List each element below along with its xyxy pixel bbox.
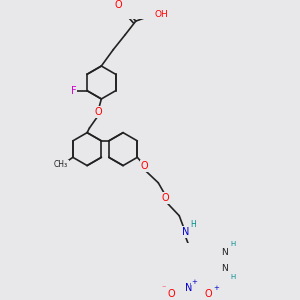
Text: N: N (221, 264, 228, 273)
Text: CH₃: CH₃ (54, 160, 68, 169)
Text: H: H (231, 274, 236, 280)
Text: +: + (191, 279, 197, 285)
Text: O: O (115, 0, 122, 11)
Text: H: H (231, 241, 236, 247)
Text: O: O (141, 161, 148, 171)
Text: O: O (167, 289, 175, 298)
Text: H: H (190, 220, 196, 229)
Text: N: N (221, 248, 228, 257)
Text: +: + (213, 285, 219, 291)
Text: O: O (94, 107, 102, 117)
Text: O: O (205, 289, 212, 298)
Text: OH: OH (154, 10, 168, 19)
Text: N: N (185, 283, 193, 292)
Text: F: F (71, 86, 76, 96)
Text: ⁻: ⁻ (161, 283, 166, 292)
Text: N: N (182, 227, 189, 237)
Text: O: O (162, 193, 169, 203)
